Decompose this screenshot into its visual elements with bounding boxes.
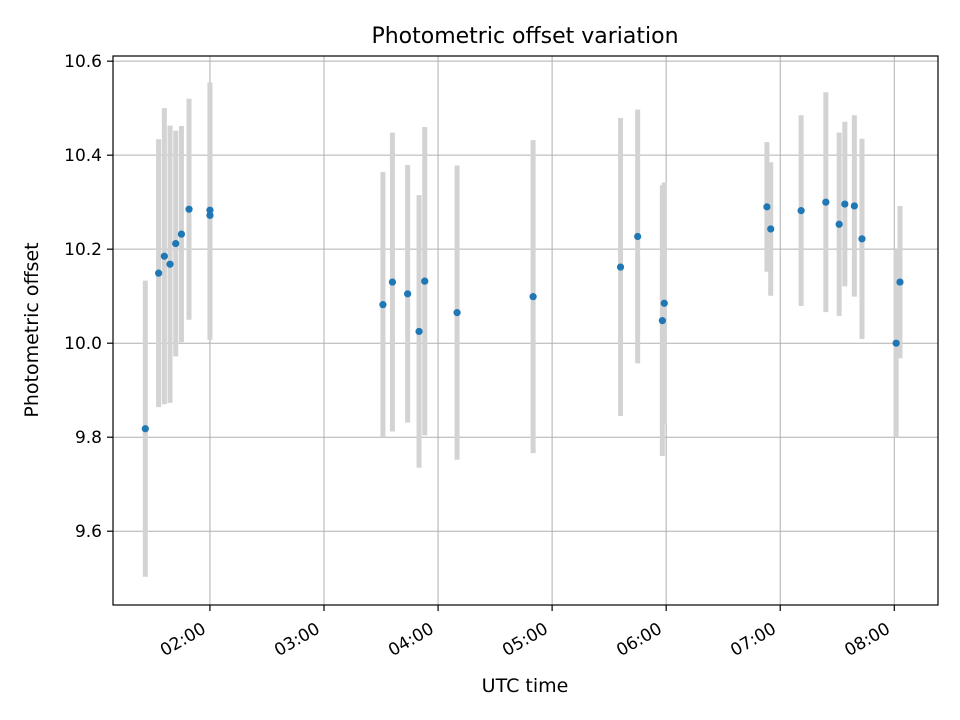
data-point — [658, 317, 666, 325]
data-point — [453, 309, 461, 317]
y-tick-label: 10.4 — [64, 146, 102, 166]
data-point — [421, 277, 429, 285]
y-tick-label: 10.2 — [64, 240, 102, 260]
data-point — [206, 211, 214, 219]
data-point — [379, 301, 387, 309]
data-point — [141, 425, 149, 433]
data-point — [896, 278, 904, 286]
data-point — [404, 290, 412, 298]
data-point — [841, 200, 849, 208]
data-point — [850, 202, 858, 210]
data-point — [616, 263, 625, 271]
data-point — [160, 252, 168, 260]
data-point — [822, 198, 830, 206]
y-tick-label: 10.6 — [64, 52, 102, 72]
data-point — [763, 203, 771, 211]
data-point — [172, 239, 180, 248]
data-point — [415, 327, 423, 336]
data-point — [185, 205, 193, 213]
data-point — [858, 235, 866, 243]
data-point — [892, 339, 900, 347]
y-axis-label: Photometric offset — [21, 242, 43, 417]
y-tick-label: 10.0 — [64, 334, 102, 354]
y-axis-ticks: 9.6 9.8 10.0 10.2 10.4 10.6 — [64, 52, 113, 542]
data-point — [529, 293, 537, 301]
data-point — [797, 207, 805, 215]
data-point — [388, 278, 397, 286]
data-point — [166, 260, 174, 268]
plot-frame — [112, 55, 939, 606]
data-point — [177, 230, 186, 238]
data-points — [141, 198, 904, 433]
x-axis-label: UTC time — [482, 675, 569, 697]
data-point — [634, 232, 642, 241]
y-tick-label: 9.8 — [75, 428, 102, 448]
data-point — [206, 206, 214, 214]
data-point — [835, 220, 843, 228]
y-tick-label: 9.6 — [75, 522, 102, 542]
data-point — [660, 299, 668, 307]
data-point — [767, 225, 775, 233]
data-point — [155, 269, 163, 277]
chart-title: Photometric offset variation — [371, 24, 678, 49]
